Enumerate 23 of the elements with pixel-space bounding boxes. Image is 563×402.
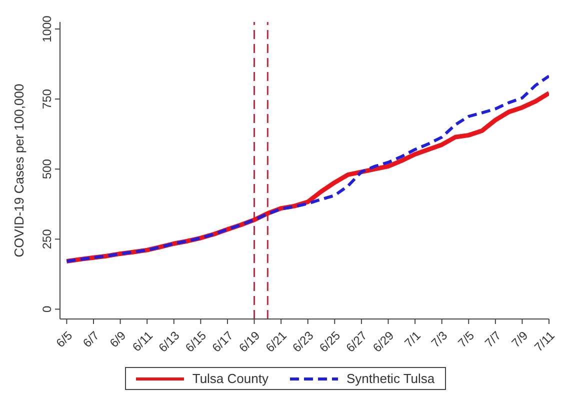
x-tick-label: 6/13 <box>156 328 182 355</box>
y-tick-label: 500 <box>40 158 54 180</box>
x-tick-label: 6/21 <box>262 328 290 355</box>
x-tick-label: 6/9 <box>106 328 129 350</box>
x-tick-label: 7/7 <box>482 328 504 350</box>
x-tick-label: 6/11 <box>130 328 156 354</box>
y-tick-label: 0 <box>40 306 54 313</box>
legend-label: Synthetic Tulsa <box>346 371 435 386</box>
y-tick-label: 750 <box>40 88 54 110</box>
x-tick-label: 6/29 <box>370 328 397 355</box>
y-tick-label: 1000 <box>40 15 54 42</box>
y-axis-title: COVID-19 Cases per 100,000 <box>12 84 27 258</box>
x-tick-label: 7/1 <box>402 328 424 350</box>
x-tick-label: 6/23 <box>290 328 316 355</box>
x-tick-label: 7/9 <box>508 328 531 350</box>
y-tick-label: 250 <box>40 228 54 250</box>
x-tick-label: 6/5 <box>53 328 76 350</box>
x-tick-label: 7/3 <box>428 328 450 350</box>
legend-label: Tulsa County <box>192 371 268 386</box>
x-tick-label: 6/19 <box>236 328 263 355</box>
x-tick-label: 7/5 <box>455 328 478 350</box>
x-tick-label: 7/11 <box>532 328 558 354</box>
x-tick-label: 6/7 <box>80 328 102 350</box>
